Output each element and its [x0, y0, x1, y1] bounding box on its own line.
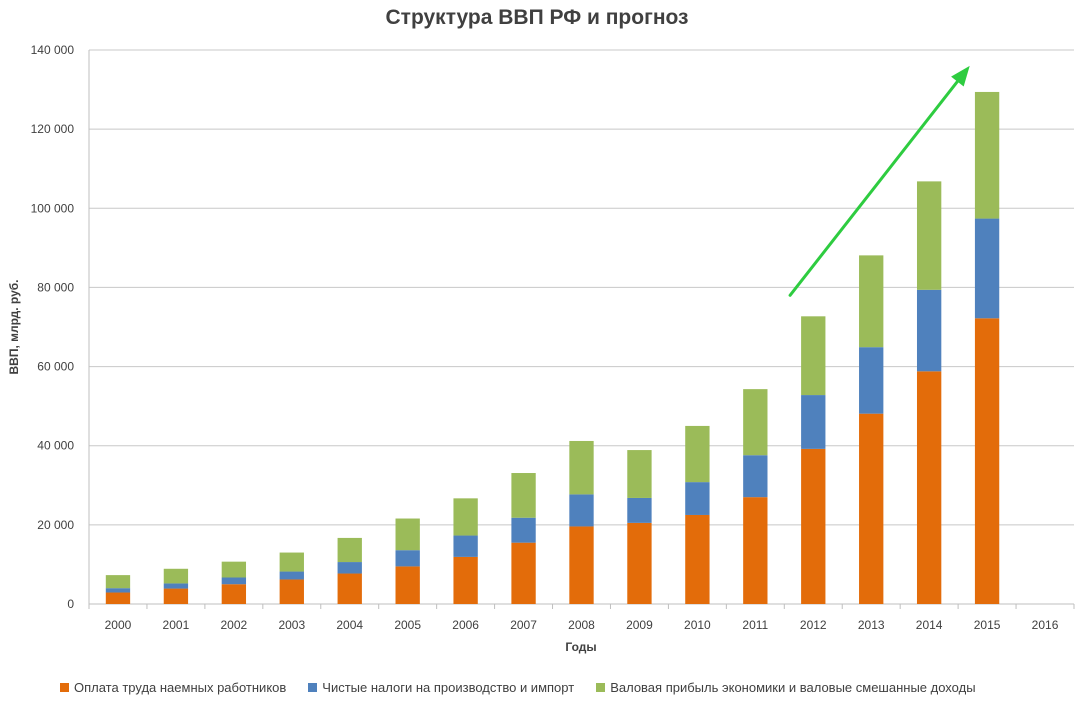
y-tick-label: 60 000: [37, 360, 74, 374]
legend-item-labor: Оплата труда наемных работников: [60, 680, 286, 695]
legend-label-taxes: Чистые налоги на производство и импорт: [322, 680, 575, 695]
bar-segment: [105, 592, 131, 604]
x-axis-ticks: 2000 2001 2002 2003 2004 2005 2006 2007 2008 2009…: [88, 604, 1075, 632]
bar-segment: [801, 316, 826, 396]
y-tick-label: 80 000: [37, 280, 74, 294]
bar-segment: [685, 514, 710, 604]
x-tick-label: 2005: [394, 618, 421, 632]
bar-segment: [453, 498, 478, 536]
x-tick-label: 2006: [452, 618, 479, 632]
x-tick-label: 2009: [626, 618, 653, 632]
y-tick-label: 0: [67, 597, 74, 611]
legend-swatch-taxes: [308, 683, 318, 692]
x-tick-label: 2003: [278, 618, 305, 632]
bar-segment: [801, 448, 826, 604]
x-tick-label: 2016: [1032, 618, 1059, 632]
bar-segment: [685, 425, 710, 483]
bar-segment: [105, 588, 131, 593]
trend-arrow-shaft: [788, 80, 959, 297]
x-tick-label: 2008: [568, 618, 595, 632]
legend: Оплата труда наемных работников Чистые н…: [60, 680, 998, 695]
bar-segment: [279, 571, 304, 580]
bar-segment: [627, 497, 652, 523]
bar-segment: [453, 535, 478, 557]
legend-label-profit: Валовая прибыль экономики и валовые смеш…: [610, 680, 976, 695]
x-tick-label: 2014: [916, 618, 943, 632]
chart-title: Структура ВВП РФ и прогноз: [386, 6, 689, 29]
x-tick-label: 2002: [221, 618, 248, 632]
bar-segment: [627, 522, 652, 604]
bar-segment: [221, 561, 247, 578]
bar-segment: [511, 473, 536, 518]
legend-item-profit: Валовая прибыль экономики и валовые смеш…: [596, 680, 976, 695]
bar-segment: [395, 518, 420, 551]
x-tick-label: 2015: [974, 618, 1001, 632]
bar-segment: [337, 562, 362, 574]
bar-segment: [859, 347, 884, 414]
y-axis-ticks: 0 20 000 40 000 60 000 80 000 100 000 120 000 1…: [31, 43, 75, 611]
bar-segment: [743, 455, 768, 498]
x-tick-label: 2012: [800, 618, 827, 632]
bar-segment: [511, 542, 536, 604]
bar-segment: [974, 218, 1000, 319]
x-tick-label: 2007: [510, 618, 537, 632]
x-tick-label: 2001: [163, 618, 190, 632]
y-tick-label: 100 000: [31, 201, 75, 215]
legend-item-taxes: Чистые налоги на производство и импорт: [308, 680, 574, 695]
trend-arrow-head: [951, 65, 970, 87]
bar-segment: [916, 289, 942, 372]
bar-segment: [569, 526, 594, 604]
bar-segment: [859, 413, 884, 604]
y-tick-label: 20 000: [37, 518, 74, 532]
bar-segment: [743, 389, 768, 456]
x-tick-label: 2011: [742, 618, 768, 632]
bar-segment: [859, 255, 884, 348]
bar-segment: [916, 181, 942, 290]
bar-segment: [801, 395, 826, 449]
legend-swatch-profit: [596, 683, 606, 692]
bars: [105, 91, 1000, 604]
bar-segment: [569, 494, 594, 527]
bar-segment: [974, 91, 1000, 219]
bar-segment: [221, 584, 247, 604]
bar-segment: [163, 568, 189, 584]
bar-segment: [163, 588, 189, 604]
bar-segment: [627, 450, 652, 498]
bar-segment: [105, 575, 131, 589]
bar-segment: [743, 497, 768, 604]
bar-segment: [974, 318, 1000, 604]
x-axis-title: Годы: [565, 640, 596, 654]
bar-segment: [916, 371, 942, 604]
bar-segment: [163, 583, 189, 589]
x-tick-label: 2000: [105, 618, 132, 632]
bar-segment: [279, 552, 304, 572]
x-tick-label: 2013: [858, 618, 885, 632]
legend-label-labor: Оплата труда наемных работников: [74, 680, 287, 695]
bar-segment: [569, 440, 594, 495]
bar-segment: [395, 550, 420, 567]
bar-segment: [453, 556, 478, 604]
y-tick-label: 140 000: [31, 43, 75, 57]
y-axis-title: ВВП, млрд. руб.: [7, 279, 21, 374]
x-tick-label: 2004: [336, 618, 363, 632]
legend-swatch-labor: [60, 683, 69, 692]
bar-segment: [395, 566, 420, 604]
trend-arrow: [788, 65, 970, 297]
bar-segment: [511, 517, 536, 543]
bar-segment: [221, 577, 247, 585]
y-tick-label: 40 000: [37, 439, 74, 453]
x-tick-label: 2010: [684, 618, 711, 632]
bar-segment: [685, 482, 710, 515]
bar-segment: [337, 537, 362, 563]
y-tick-label: 120 000: [31, 122, 75, 136]
bar-segment: [279, 579, 304, 604]
bar-segment: [337, 573, 362, 604]
